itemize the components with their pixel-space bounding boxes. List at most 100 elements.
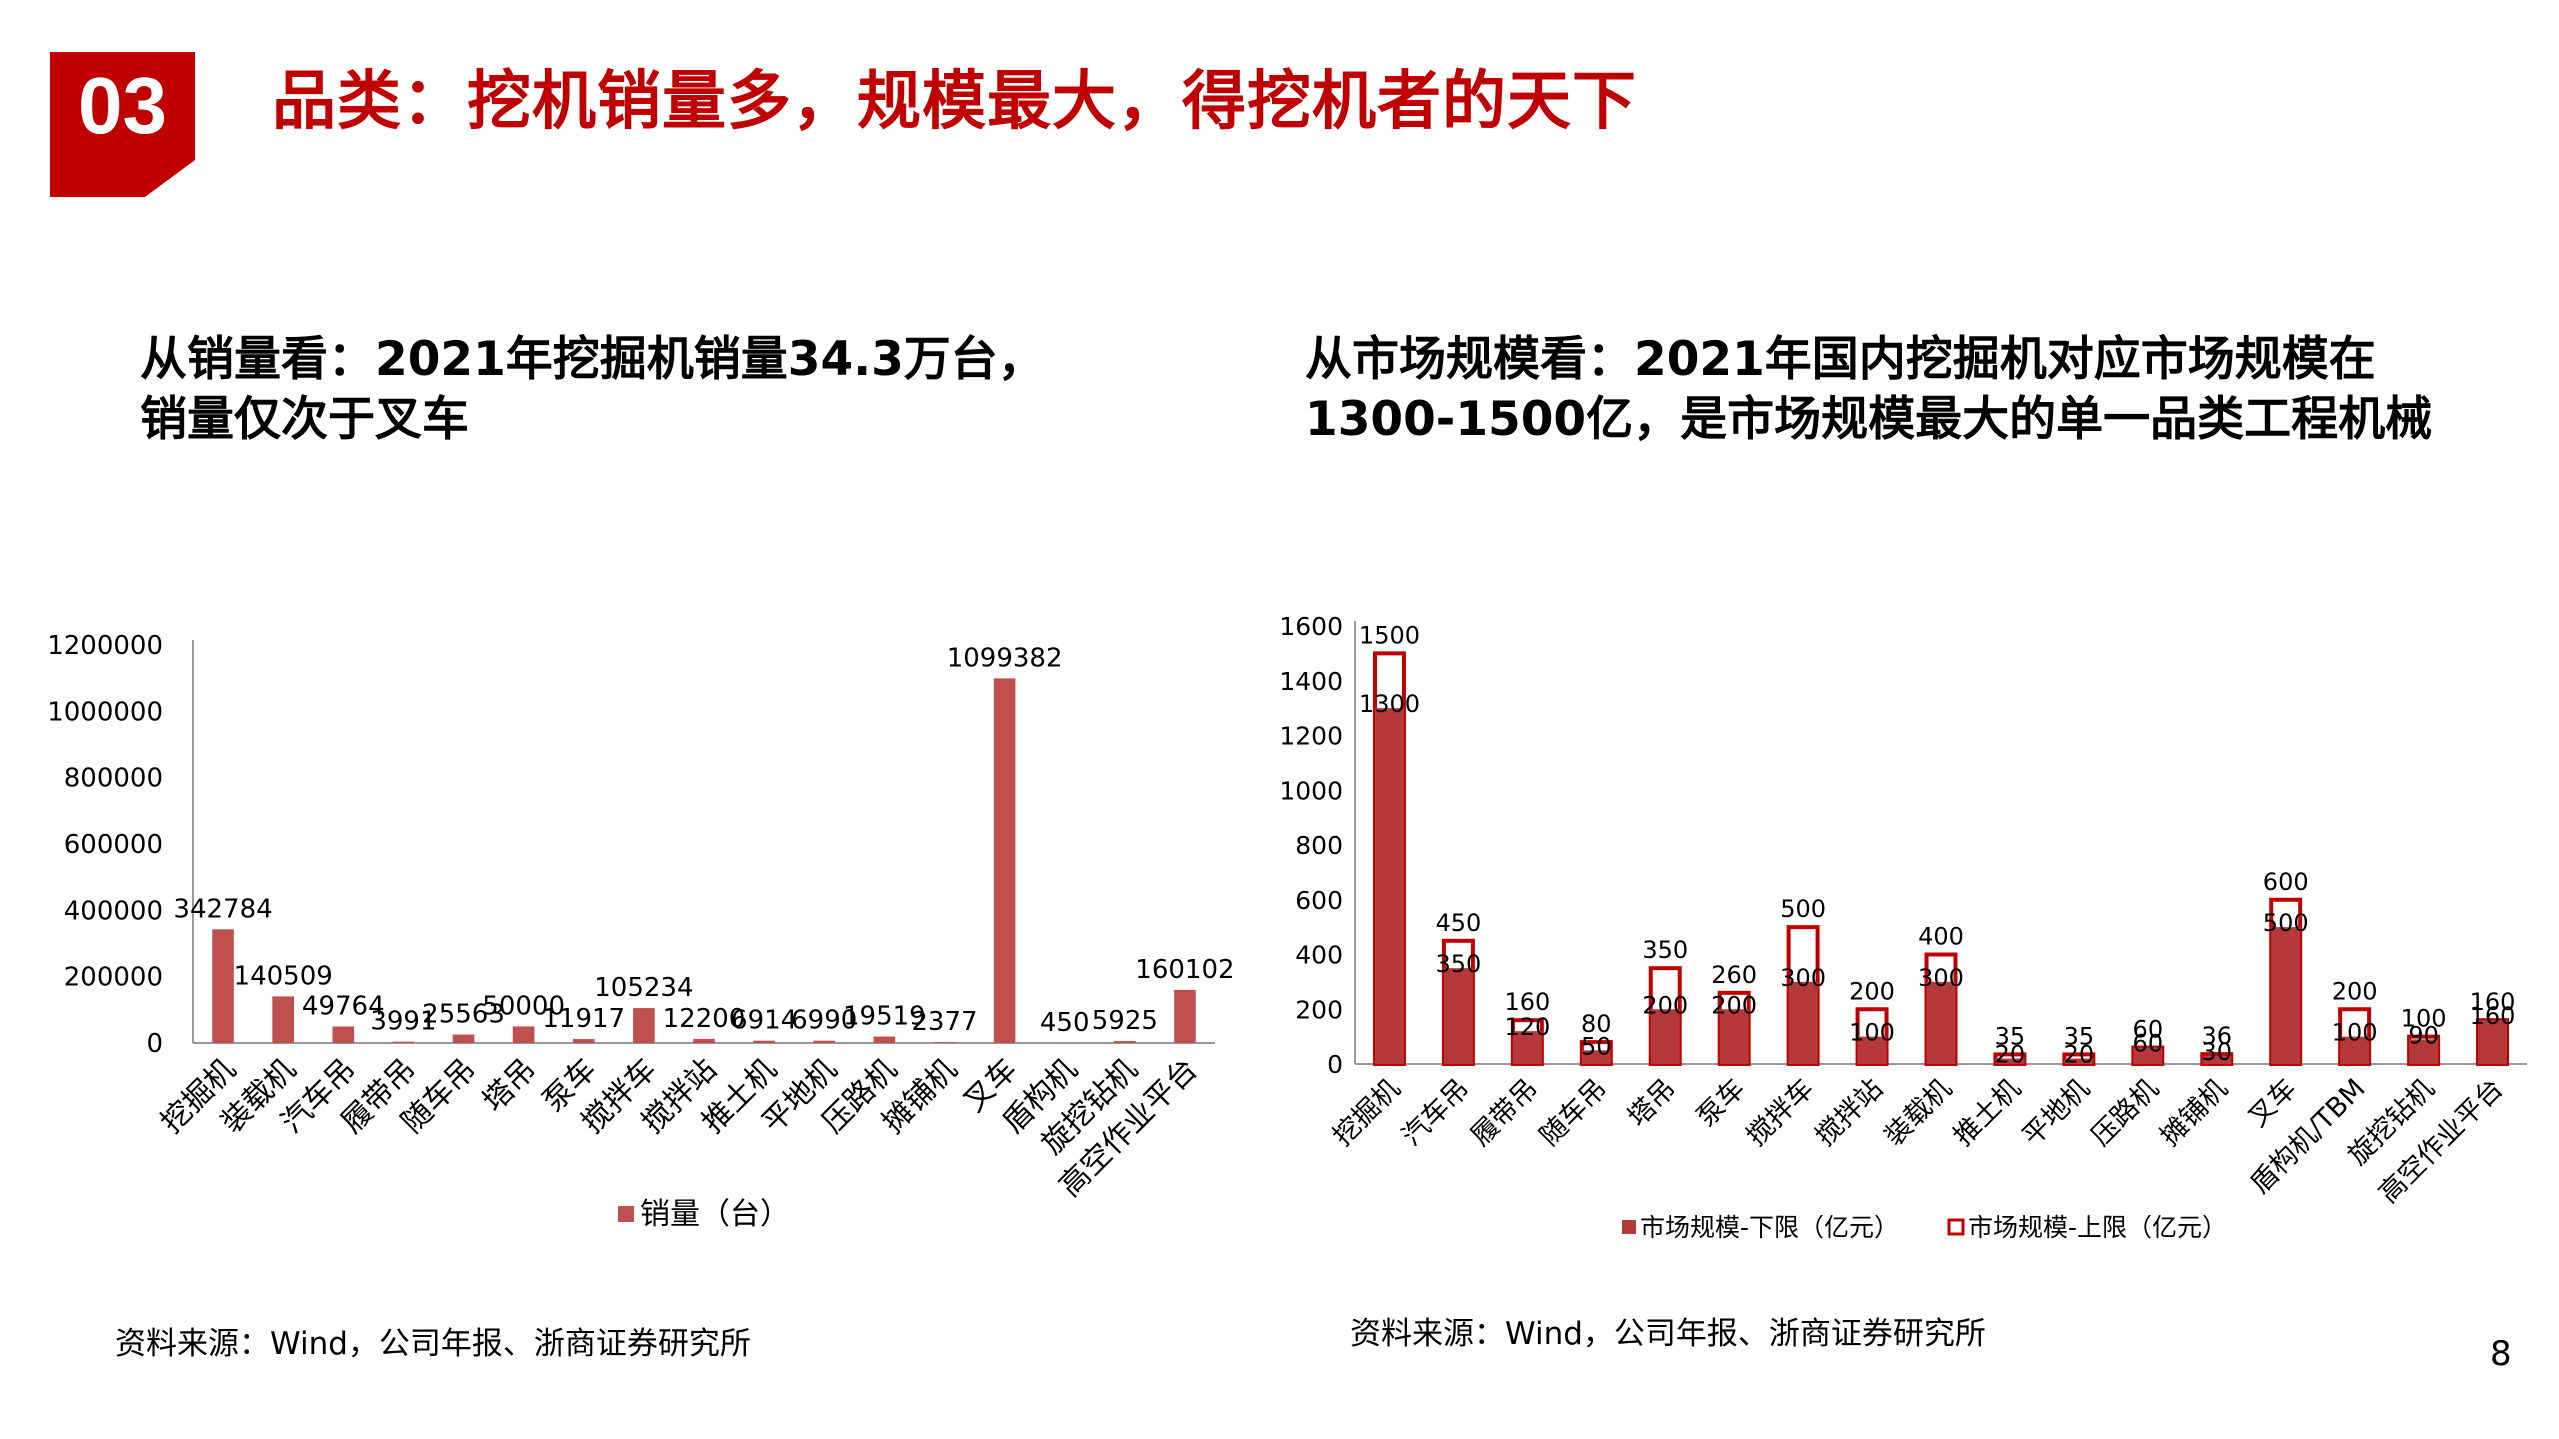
left-bar (633, 1008, 655, 1043)
right-y-tick-label: 400 (1295, 941, 1343, 970)
right-x-tick-label: 摊铺机 (2155, 1073, 2234, 1152)
right-bar-lower (2133, 1047, 2163, 1064)
right-bar-lower (2064, 1058, 2094, 1064)
left-data-label: 5925 (1092, 1006, 1158, 1036)
right-bar-lower (1512, 1031, 1542, 1064)
right-lower-label: 100 (1849, 1019, 1895, 1047)
right-y-tick-label: 1400 (1279, 667, 1343, 696)
right-lower-label: 500 (2263, 909, 2309, 937)
right-x-tick-label: 搅拌站 (1810, 1073, 1889, 1152)
right-bar-lower (2202, 1055, 2232, 1064)
right-upper-label: 100 (2401, 1005, 2447, 1033)
left-bar (1174, 989, 1196, 1043)
left-y-tick-label: 1000000 (47, 697, 163, 727)
left-bar (572, 1039, 595, 1043)
section-number: 03 (78, 61, 167, 150)
right-bar-lower (1719, 1009, 1749, 1064)
left-data-label: 160102 (1135, 955, 1234, 985)
left-data-label: 1099382 (947, 643, 1063, 673)
right-lower-label: 350 (1436, 950, 1482, 978)
left-heading-line2: 销量仅次于叉车 (140, 392, 469, 447)
left-data-label: 342784 (173, 894, 272, 924)
right-legend-swatch-upper (1947, 1218, 1965, 1236)
left-data-label: 105234 (594, 973, 693, 1003)
left-y-tick-label: 1200000 (47, 631, 163, 661)
page-title: 品类：挖机销量多，规模最大，得挖机者的天下 (272, 65, 1637, 139)
right-lower-label: 20 (2064, 1041, 2095, 1069)
right-legend-swatch-lower (1622, 1220, 1636, 1234)
right-upper-label: 200 (2332, 977, 2378, 1005)
section-badge (50, 52, 195, 197)
left-bar (1114, 1041, 1136, 1043)
right-bar-lower (2478, 1020, 2508, 1064)
right-legend-label-upper: 市场规模-上限（亿元） (1968, 1213, 2227, 1242)
right-heading-line2: 1300-1500亿，是市场规模最大的单一品类工程机械 (1305, 392, 2433, 447)
right-x-tick-label: 推土机 (1948, 1073, 2027, 1152)
right-x-tick-label: 压路机 (2086, 1073, 2165, 1152)
right-bar-lower (2340, 1036, 2370, 1064)
left-legend: 销量（台） (618, 1197, 790, 1232)
left-y-tick-label: 0 (146, 1029, 163, 1059)
left-data-label: 19519 (843, 1002, 926, 1032)
left-bar (212, 929, 234, 1043)
right-upper-label: 160 (1504, 988, 1550, 1016)
right-lower-label: 100 (2332, 1019, 2378, 1047)
right-x-tick-label: 塔吊 (1622, 1073, 1682, 1133)
right-lower-label: 300 (1780, 964, 1826, 992)
left-chart-heading: 从销量看：2021年挖掘机销量34.3万台， 销量仅次于叉车 (140, 330, 1140, 450)
right-y-tick-label: 800 (1295, 831, 1343, 860)
left-data-label: 25563 (422, 1000, 505, 1030)
left-bar (753, 1040, 775, 1043)
right-upper-label: 60 (2133, 1016, 2164, 1044)
right-lower-label: 300 (1918, 964, 1964, 992)
right-lower-label: 50 (1581, 1032, 1612, 1060)
left-bar (693, 1038, 715, 1043)
right-x-tick-label: 泵车 (1691, 1073, 1751, 1133)
left-data-label: 3991 (370, 1007, 436, 1037)
right-chart-heading: 从市场规模看：2021年国内挖掘机对应市场规模在 1300-1500亿，是市场规… (1305, 330, 2545, 450)
left-data-label: 140509 (234, 961, 333, 991)
left-data-label: 12200 (663, 1004, 746, 1034)
right-upper-label: 35 (1995, 1022, 2026, 1050)
left-y-tick-label: 800000 (64, 764, 163, 794)
right-upper-label: 400 (1918, 923, 1964, 951)
right-lower-label: 1300 (1359, 690, 1420, 718)
right-upper-label: 36 (2201, 1022, 2232, 1050)
right-lower-label: 90 (2408, 1021, 2439, 1049)
left-bar (332, 1026, 355, 1043)
right-y-tick-label: 0 (1327, 1050, 1343, 1079)
left-data-label: 6990 (791, 1006, 857, 1036)
right-upper-label: 1500 (1359, 621, 1420, 649)
right-x-tick-label: 履带吊 (1465, 1073, 1544, 1152)
left-data-label: 450 (1040, 1008, 1090, 1038)
right-upper-label: 260 (1711, 961, 1757, 989)
right-upper-label: 500 (1780, 895, 1826, 923)
left-heading-line1: 从销量看：2021年挖掘机销量34.3万台， (140, 332, 1045, 387)
right-lower-label: 160 (2470, 1002, 2516, 1030)
left-bar (933, 1042, 956, 1043)
right-bar-lower (1581, 1050, 1611, 1064)
left-data-label: 6914 (731, 1006, 797, 1036)
right-lower-label: 20 (1995, 1041, 2026, 1069)
right-upper-label: 160 (2470, 988, 2516, 1016)
left-y-tick-label: 600000 (64, 830, 163, 860)
right-y-tick-label: 1200 (1279, 722, 1343, 751)
page-number: 8 (2490, 1334, 2512, 1374)
right-x-tick-label: 随车吊 (1534, 1073, 1613, 1152)
left-bar (993, 678, 1016, 1043)
right-y-tick-label: 600 (1295, 886, 1343, 915)
left-data-label: 49764 (302, 991, 385, 1021)
right-y-tick-label: 200 (1295, 995, 1343, 1024)
left-bar (272, 996, 294, 1043)
left-bar (813, 1040, 836, 1043)
left-legend-label: 销量（台） (640, 1197, 790, 1232)
right-y-tick-label: 1000 (1279, 776, 1343, 805)
right-lower-label: 200 (1642, 991, 1688, 1019)
right-bar-lower (2271, 927, 2301, 1064)
right-upper-label: 600 (2263, 868, 2309, 896)
right-x-tick-label: 装载机 (1879, 1073, 1958, 1152)
right-bar-lower (1995, 1058, 2025, 1064)
left-bar (873, 1036, 896, 1043)
right-bar-lower (1374, 708, 1404, 1064)
